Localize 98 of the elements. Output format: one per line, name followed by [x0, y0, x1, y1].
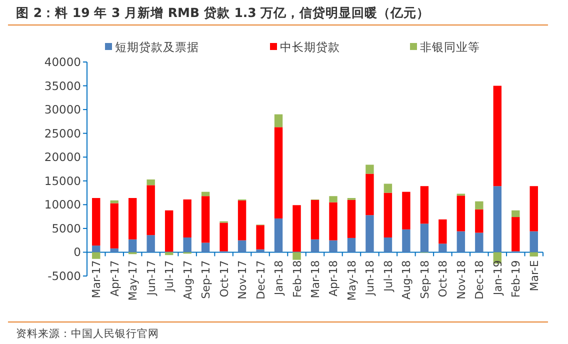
bar [274, 127, 283, 218]
bar [512, 210, 520, 218]
bar [384, 192, 392, 238]
bar [329, 240, 338, 252]
bar [274, 218, 283, 252]
bar [493, 86, 502, 186]
x-tick-label: Feb-18 [290, 260, 304, 298]
bar [420, 186, 429, 224]
bar [128, 198, 137, 240]
x-tick-label: Jun-17 [144, 260, 158, 296]
x-tick-label: Apr-17 [108, 260, 122, 297]
x-tick-label: Aug-18 [400, 260, 414, 300]
y-tick-label: 30000 [44, 102, 81, 117]
x-tick-label: Mar-17 [90, 260, 104, 298]
y-tick-label: 20000 [44, 150, 81, 164]
legend-label: 非银同业等 [420, 40, 480, 54]
y-tick-label: 10000 [44, 198, 81, 212]
x-tick-label: Sep-18 [418, 260, 432, 299]
x-tick-label: May-18 [345, 260, 358, 301]
x-tick-label: Jun-18 [364, 260, 377, 296]
x-tick-label: Mar-18 [309, 260, 322, 298]
bar [201, 192, 210, 196]
bar [530, 252, 538, 256]
y-tick-label: -5000 [48, 269, 81, 283]
bar [92, 198, 100, 246]
y-tick-label: 40000 [44, 55, 81, 69]
bar [238, 240, 246, 252]
bar [384, 184, 392, 193]
bar [384, 237, 392, 252]
legend-label: 中长期贷款 [280, 40, 340, 54]
bar [92, 252, 100, 259]
y-tick-label: 25000 [44, 126, 81, 140]
x-tick-label: Oct-17 [218, 260, 231, 298]
bar [402, 229, 410, 252]
bar [110, 203, 118, 248]
bar [366, 174, 374, 216]
bar [128, 239, 137, 252]
x-tick-label: Nov-18 [454, 260, 468, 300]
bar [201, 242, 210, 252]
bar [183, 199, 192, 238]
x-tick-label: May-17 [126, 260, 140, 301]
bar [438, 244, 447, 252]
bar [329, 202, 338, 240]
bar [512, 217, 520, 252]
bar [310, 239, 320, 252]
bar [146, 179, 155, 186]
x-tick-label: Dec-17 [254, 260, 268, 300]
bar [292, 252, 301, 260]
bar [92, 246, 100, 252]
bar [402, 192, 410, 230]
legend-label: 短期贷款及票据 [115, 40, 199, 54]
x-tick-label: Sep-17 [200, 260, 213, 299]
bar [146, 235, 155, 252]
bar [164, 252, 174, 256]
bar [310, 200, 320, 240]
x-tick-label: Jan-18 [272, 260, 286, 296]
x-tick-label: Mar-E [528, 260, 541, 292]
x-tick-label: Dec-18 [473, 260, 486, 300]
bar [493, 186, 502, 252]
bar [347, 238, 356, 252]
bar [530, 186, 538, 232]
bar [292, 205, 301, 252]
x-tick-label: Apr-18 [327, 260, 340, 297]
bar [256, 225, 264, 250]
x-tick-label: Feb-19 [510, 260, 523, 298]
bar [183, 237, 192, 252]
y-tick-label: 5000 [52, 221, 81, 236]
bar [238, 200, 246, 240]
bar [146, 185, 155, 236]
bar [329, 196, 338, 202]
x-tick-label: Oct-18 [436, 260, 450, 298]
bar [110, 248, 118, 252]
y-tick-label: 0 [74, 245, 81, 260]
bar [201, 196, 210, 243]
bar [456, 231, 466, 252]
bar [274, 114, 283, 128]
bar [347, 200, 356, 238]
y-tick-label: 35000 [44, 78, 81, 93]
x-tick-label: Jul-18 [382, 260, 395, 292]
x-tick-label: Jan-19 [491, 260, 504, 296]
x-tick-label: Nov-17 [236, 260, 250, 300]
bar [475, 209, 484, 233]
text: 资料来源：中国人民银行官网 [16, 327, 159, 340]
bar [366, 215, 374, 252]
y-tick-label: 15000 [44, 174, 81, 188]
bar [220, 222, 228, 252]
bar [164, 210, 174, 252]
bar [256, 249, 264, 252]
bar [530, 231, 538, 252]
x-tick-label: Jul-17 [163, 260, 176, 292]
bar [420, 224, 429, 252]
x-tick-label: Aug-17 [181, 260, 194, 300]
bar [456, 196, 466, 232]
bar [366, 164, 374, 174]
bar [475, 201, 484, 210]
chart-title: 图 2：料 19 年 3 月新增 RMB 贷款 1.3 万亿，信贷明显回暖（亿元） [16, 5, 430, 20]
bar [475, 232, 484, 252]
bar [438, 219, 447, 244]
